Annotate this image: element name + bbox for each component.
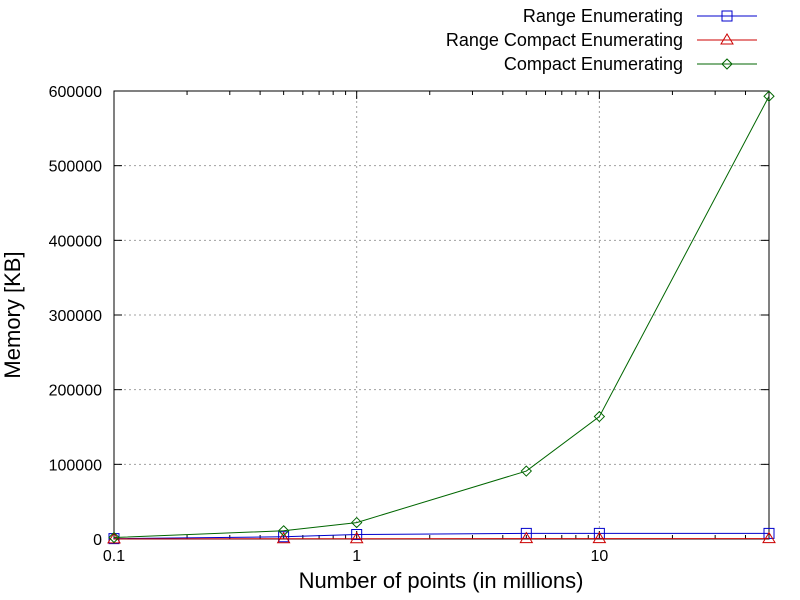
y-axis-label: Memory [KB]: [0, 251, 25, 378]
axis-ticks: [113, 90, 770, 540]
series-line: [113, 532, 769, 540]
legend-label: Range Enumerating: [523, 6, 683, 26]
data-point: [351, 529, 363, 541]
legend-entry: Range Enumerating: [523, 6, 757, 26]
data-point: [763, 90, 775, 102]
x-tick-label: 0.1: [103, 548, 125, 565]
data-point: [349, 531, 364, 544]
grid: [114, 91, 769, 539]
y-tick-label: 200000: [49, 383, 102, 400]
data-point: [593, 410, 606, 423]
y-tick-label: 600000: [49, 84, 102, 101]
y-tick-label: 100000: [49, 457, 102, 474]
data-point: [519, 531, 534, 544]
series: [107, 90, 776, 545]
data-point: [762, 531, 776, 544]
legend-label: Compact Enumerating: [504, 54, 683, 74]
data-point: [108, 531, 120, 544]
data-point: [278, 531, 290, 543]
y-tick-labels: 0 100000 200000 300000 400000 500000 600000: [49, 84, 102, 549]
legend-marker: [721, 58, 733, 70]
legend-label: Range Compact Enumerating: [446, 30, 683, 50]
data-point: [520, 465, 533, 477]
legend-entry: Compact Enumerating: [504, 54, 757, 74]
x-axis-label: Number of points (in millions): [299, 568, 584, 593]
data-point: [276, 531, 291, 544]
y-tick-label: 0: [93, 532, 102, 549]
data-point: [592, 531, 607, 544]
y-tick-label: 300000: [49, 308, 102, 325]
series-line: [113, 95, 770, 539]
series-compact-enumerating: [108, 90, 775, 544]
x-tick-label: 1: [352, 548, 361, 565]
y-tick-label: 500000: [49, 159, 102, 176]
legend-marker: [721, 10, 733, 22]
data-point: [277, 525, 290, 537]
legend-entry: Range Compact Enumerating: [446, 30, 757, 50]
legend: Range Enumerating Range Compact Enumerati…: [446, 6, 757, 74]
y-tick-label: 400000: [49, 233, 102, 250]
x-tick-labels: 0.1 1 10: [103, 548, 608, 565]
data-point: [350, 516, 363, 529]
x-tick-label: 10: [590, 548, 608, 565]
series-range-enumerating: [108, 527, 775, 545]
legend-marker: [720, 33, 734, 45]
